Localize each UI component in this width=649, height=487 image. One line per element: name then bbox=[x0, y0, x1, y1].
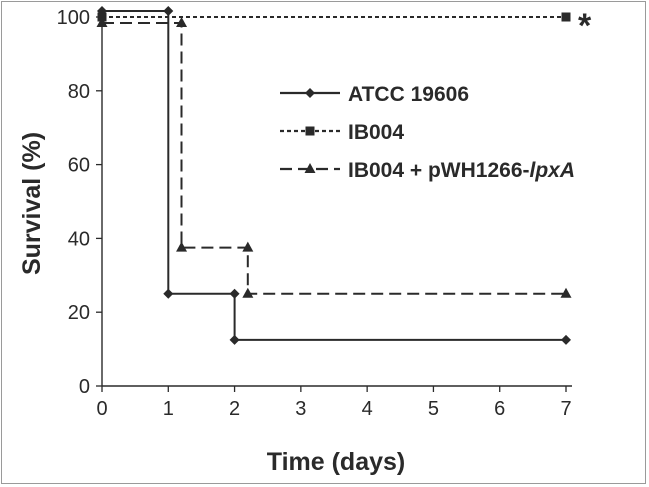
x-tick-label: 5 bbox=[428, 398, 439, 420]
series-3 bbox=[96, 17, 572, 298]
x-tick-label: 1 bbox=[163, 398, 174, 420]
axes: 0 1 2 3 4 5 6 7 0 20 40 60 80 100 bbox=[57, 7, 572, 420]
legend-label: IB004 bbox=[348, 121, 404, 144]
legend-item: IB004 bbox=[280, 121, 404, 144]
y-tick-label: 80 bbox=[68, 81, 90, 103]
data-point bbox=[560, 287, 572, 298]
legend-marker bbox=[305, 126, 315, 136]
legend: ATCC 19606 IB004 IB004 + pWH1266-lpxA bbox=[280, 83, 575, 182]
data-point bbox=[176, 241, 188, 252]
y-tick-label: 20 bbox=[68, 302, 90, 324]
data-point bbox=[242, 241, 254, 252]
data-point bbox=[242, 287, 254, 298]
legend-item: ATCC 19606 bbox=[280, 83, 469, 106]
y-axis-title: Survival (%) bbox=[18, 132, 46, 275]
series-layer bbox=[96, 6, 572, 345]
data-point bbox=[96, 17, 108, 27]
data-point bbox=[561, 12, 571, 22]
legend-label: IB004 + pWH1266-lpxA bbox=[348, 159, 575, 182]
legend-marker bbox=[304, 163, 316, 173]
data-point bbox=[176, 17, 188, 27]
data-point bbox=[229, 288, 240, 299]
legend-item: IB004 + pWH1266-lpxA bbox=[280, 159, 575, 182]
x-axis-title: Time (days) bbox=[267, 448, 405, 476]
series-line bbox=[102, 10, 566, 341]
data-point bbox=[229, 334, 240, 345]
x-tick-label: 4 bbox=[362, 398, 373, 420]
y-tick-label: 60 bbox=[68, 155, 90, 177]
data-point bbox=[561, 334, 571, 345]
y-tick-label: 0 bbox=[79, 376, 90, 398]
y-tick-label: 100 bbox=[57, 7, 90, 29]
data-point bbox=[163, 6, 174, 16]
x-tick-label: 0 bbox=[96, 398, 107, 420]
significance-asterisk: * bbox=[578, 7, 592, 45]
data-point bbox=[163, 288, 174, 299]
series-line bbox=[102, 22, 566, 295]
y-tick-label: 40 bbox=[68, 228, 90, 250]
x-tick-label: 3 bbox=[295, 398, 306, 420]
x-tick-label: 2 bbox=[229, 398, 240, 420]
x-tick-label: 7 bbox=[560, 398, 571, 420]
legend-label: ATCC 19606 bbox=[348, 83, 469, 106]
legend-marker bbox=[305, 88, 315, 98]
x-tick-label: 6 bbox=[494, 398, 505, 420]
